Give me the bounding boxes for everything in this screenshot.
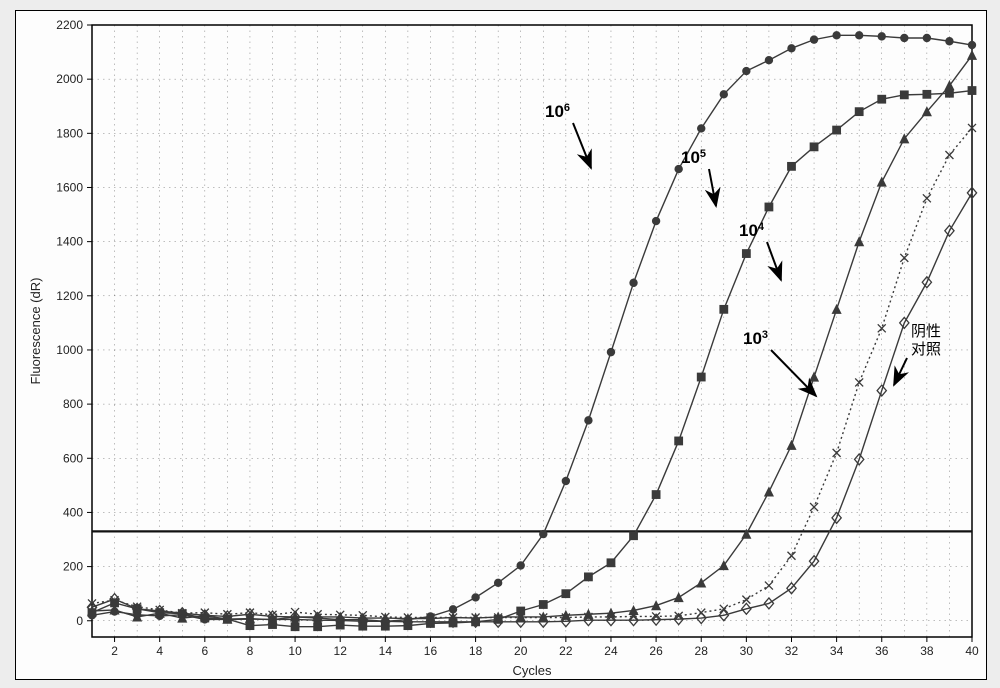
x-tick-label: 26 [649,644,663,658]
x-tick-label: 10 [288,644,302,658]
y-tick-label: 1600 [56,180,83,194]
x-tick-label: 18 [469,644,483,658]
y-tick-label: 2000 [56,72,83,86]
x-tick-label: 28 [695,644,709,658]
y-tick-label: 2200 [56,18,83,32]
x-tick-label: 40 [965,644,979,658]
x-tick-label: 4 [156,644,163,658]
x-tick-label: 16 [424,644,438,658]
y-tick-label: 1800 [56,126,83,140]
y-axis-label: Fluorescence (dR) [28,278,43,385]
y-tick-label: 200 [63,560,83,574]
x-tick-label: 30 [740,644,754,658]
y-tick-label: 1000 [56,343,83,357]
y-tick-label: 600 [63,451,83,465]
x-tick-label: 12 [334,644,348,658]
x-tick-label: 32 [785,644,799,658]
y-tick-label: 400 [63,505,83,519]
y-tick-label: 1400 [56,235,83,249]
x-tick-label: 14 [379,644,393,658]
x-tick-label: 2 [111,644,118,658]
y-tick-label: 1200 [56,289,83,303]
x-tick-label: 8 [247,644,254,658]
x-tick-label: 22 [559,644,573,658]
qpcr-chart: 2468101214161820222426283032343638400200… [16,11,986,679]
y-tick-label: 800 [63,397,83,411]
x-tick-label: 38 [920,644,934,658]
chart-container: 2468101214161820222426283032343638400200… [15,10,987,680]
x-tick-label: 6 [201,644,208,658]
x-tick-label: 36 [875,644,889,658]
x-tick-label: 24 [604,644,618,658]
y-tick-label: 0 [76,614,83,628]
annotation-label: 阴性 [911,323,941,340]
x-tick-label: 20 [514,644,528,658]
x-tick-label: 34 [830,644,844,658]
x-axis-label: Cycles [512,663,552,678]
annotation-label: 对照 [911,341,941,358]
